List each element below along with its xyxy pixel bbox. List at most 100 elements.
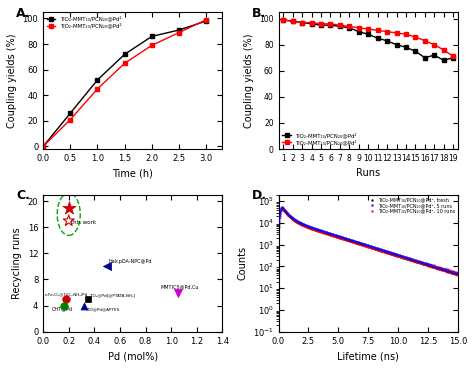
TiO₂-MMT₂₀/PCN₂₀@Pd² xyxy=(346,24,352,29)
TiO₂-MMT₂₀/PCN₂₀@Pd² xyxy=(403,32,409,36)
TiO₂-MMT₂₀/PCN₂₀@Pd² xyxy=(441,48,447,52)
Text: MMTICS@Pd,Cu: MMTICS@Pd,Cu xyxy=(161,284,200,289)
TiO₂-MMT₁₀/PCN₂₀@Pd², fresh xyxy=(455,272,461,277)
Line: TiO₂-MMT₂₀/PCN₂₀@Pd²: TiO₂-MMT₂₀/PCN₂₀@Pd² xyxy=(41,17,209,149)
TiO₂-MMT₁₀/PCN₂₀@Pd² xyxy=(365,32,371,36)
TiO₂-MMT₂₀/PCN₂₀@Pd², 10 runs xyxy=(455,273,461,277)
TiO₂-MMT₂₀/PCN₂₀@Pd² xyxy=(299,20,305,25)
TiO₂-MMT₁₀/PCN₂₀@Pd², 5 runs xyxy=(374,246,379,250)
TiO₂-MMT₁₀/PCN₂₀@Pd², 5 runs xyxy=(431,263,437,268)
Legend: TiO₂-MMT₁₀/PCN₂₀@Pd², TiO₂-MMT₂₀/PCN₂₀@Pd²: TiO₂-MMT₁₀/PCN₂₀@Pd², TiO₂-MMT₂₀/PCN₂₀@P… xyxy=(46,15,122,29)
TiO₂-MMT₂₀/PCN₂₀@Pd², 10 runs xyxy=(374,247,379,252)
TiO₂-MMT₂₀/PCN₂₀@Pd² xyxy=(203,18,209,22)
Text: CHT@Pd: CHT@Pd xyxy=(52,307,73,312)
TiO₂-MMT₁₀/PCN₂₀@Pd² xyxy=(346,25,352,30)
TiO₂-MMT₁₀/PCN₂₀@Pd² xyxy=(394,42,400,47)
Text: HalcpDA-NPC@Pd: HalcpDA-NPC@Pd xyxy=(109,259,152,264)
TiO₂-MMT₂₀/PCN₂₀@Pd², 10 runs xyxy=(279,206,285,210)
TiO₂-MMT₁₀/PCN₂₀@Pd² xyxy=(281,18,286,22)
TiO₂-MMT₂₀/PCN₂₀@Pd² xyxy=(149,43,155,47)
TiO₂-MMT₁₀/PCN₂₀@Pd² xyxy=(67,111,73,116)
TiO₂-MMT₁₀/PCN₂₀@Pd², 5 runs xyxy=(396,253,401,257)
Y-axis label: Coupling yields (%): Coupling yields (%) xyxy=(7,33,17,128)
Y-axis label: Coupling yields (%): Coupling yields (%) xyxy=(244,33,254,128)
Text: K10@Pd@APTES: K10@Pd@APTES xyxy=(85,307,119,311)
Point xyxy=(80,302,88,308)
TiO₂-MMT₁₀/PCN₂₀@Pd², fresh xyxy=(362,243,367,247)
TiO₂-MMT₂₀/PCN₂₀@Pd², 10 runs xyxy=(276,225,282,229)
TiO₂-MMT₂₀/PCN₂₀@Pd² xyxy=(450,54,456,59)
TiO₂-MMT₂₀/PCN₂₀@Pd² xyxy=(356,25,362,30)
TiO₂-MMT₂₀/PCN₂₀@Pd² xyxy=(40,144,46,149)
Text: C.: C. xyxy=(16,189,30,202)
Y-axis label: Recycling runs: Recycling runs xyxy=(12,227,22,299)
TiO₂-MMT₁₀/PCN₂₀@Pd² xyxy=(149,34,155,39)
TiO₂-MMT₁₀/PCN₂₀@Pd², fresh xyxy=(374,247,379,251)
Point xyxy=(103,263,111,269)
TiO₂-MMT₂₀/PCN₂₀@Pd² xyxy=(122,61,128,66)
TiO₂-MMT₁₀/PCN₂₀@Pd², 5 runs xyxy=(391,251,397,256)
Legend: TiO₂-MMT₁₀/PCN₂₀@Pd², fresh, TiO₂-MMT₁₀/PCN₂₀@Pd², 5 runs, TiO₂-MMT₂₀/PCN₂₀@Pd²,: TiO₂-MMT₁₀/PCN₂₀@Pd², fresh, TiO₂-MMT₁₀/… xyxy=(369,197,456,214)
TiO₂-MMT₂₀/PCN₂₀@Pd² xyxy=(412,35,418,39)
Line: TiO₂-MMT₁₀/PCN₂₀@Pd², fresh: TiO₂-MMT₁₀/PCN₂₀@Pd², fresh xyxy=(278,208,458,275)
TiO₂-MMT₁₀/PCN₂₀@Pd² xyxy=(95,78,100,82)
TiO₂-MMT₁₀/PCN₂₀@Pd² xyxy=(356,29,362,34)
X-axis label: Runs: Runs xyxy=(356,169,380,178)
TiO₂-MMT₁₀/PCN₂₀@Pd², 5 runs xyxy=(276,223,282,228)
TiO₂-MMT₁₀/PCN₂₀@Pd² xyxy=(176,28,182,32)
TiO₂-MMT₁₀/PCN₂₀@Pd², fresh xyxy=(396,254,401,258)
TiO₂-MMT₂₀/PCN₂₀@Pd² xyxy=(422,39,428,43)
TiO₂-MMT₁₀/PCN₂₀@Pd² xyxy=(441,58,447,63)
Point xyxy=(60,302,67,308)
TiO₂-MMT₁₀/PCN₂₀@Pd², fresh xyxy=(431,265,437,269)
TiO₂-MMT₂₀/PCN₂₀@Pd² xyxy=(431,42,437,47)
TiO₂-MMT₂₀/PCN₂₀@Pd² xyxy=(318,22,324,26)
TiO₂-MMT₂₀/PCN₂₀@Pd² xyxy=(375,28,381,32)
TiO₂-MMT₁₀/PCN₂₀@Pd² xyxy=(422,56,428,60)
Point xyxy=(65,205,73,211)
TiO₂-MMT₂₀/PCN₂₀@Pd², 10 runs xyxy=(396,254,401,259)
TiO₂-MMT₂₀/PCN₂₀@Pd² xyxy=(384,29,390,34)
TiO₂-MMT₂₀/PCN₂₀@Pd² xyxy=(337,23,343,27)
TiO₂-MMT₁₀/PCN₂₀@Pd² xyxy=(403,45,409,50)
TiO₂-MMT₁₀/PCN₂₀@Pd², 5 runs xyxy=(304,223,310,228)
Y-axis label: Counts: Counts xyxy=(237,246,247,280)
TiO₂-MMT₂₀/PCN₂₀@Pd² xyxy=(328,22,333,26)
TiO₂-MMT₁₀/PCN₂₀@Pd² xyxy=(290,19,295,24)
Line: TiO₂-MMT₂₀/PCN₂₀@Pd²: TiO₂-MMT₂₀/PCN₂₀@Pd² xyxy=(281,18,455,59)
TiO₂-MMT₂₀/PCN₂₀@Pd², 10 runs xyxy=(304,225,310,229)
TiO₂-MMT₁₀/PCN₂₀@Pd², fresh xyxy=(276,224,282,229)
TiO₂-MMT₂₀/PCN₂₀@Pd² xyxy=(290,19,295,24)
X-axis label: Time (h): Time (h) xyxy=(112,169,153,178)
TiO₂-MMT₂₀/PCN₂₀@Pd² xyxy=(67,117,73,122)
TiO₂-MMT₁₀/PCN₂₀@Pd² xyxy=(375,36,381,40)
Text: B.: B. xyxy=(252,7,266,20)
TiO₂-MMT₂₀/PCN₂₀@Pd², 10 runs xyxy=(431,263,437,268)
TiO₂-MMT₁₀/PCN₂₀@Pd² xyxy=(309,22,314,26)
Point xyxy=(174,290,182,296)
Text: D.: D. xyxy=(252,189,267,202)
Line: TiO₂-MMT₁₀/PCN₂₀@Pd²: TiO₂-MMT₁₀/PCN₂₀@Pd² xyxy=(41,19,209,149)
TiO₂-MMT₁₀/PCN₂₀@Pd² xyxy=(450,56,456,60)
Text: n-Fe₃O₄@TiO₂-NH₂/Pd: n-Fe₃O₄@TiO₂-NH₂/Pd xyxy=(45,293,88,297)
TiO₂-MMT₁₀/PCN₂₀@Pd² xyxy=(203,19,209,23)
TiO₂-MMT₁₀/PCN₂₀@Pd² xyxy=(328,23,333,27)
Point xyxy=(63,296,70,302)
TiO₂-MMT₂₀/PCN₂₀@Pd² xyxy=(394,31,400,35)
Point xyxy=(84,296,92,302)
TiO₂-MMT₁₀/PCN₂₀@Pd², 5 runs xyxy=(455,269,461,274)
TiO₂-MMT₂₀/PCN₂₀@Pd² xyxy=(365,27,371,31)
TiO₂-MMT₁₀/PCN₂₀@Pd² xyxy=(431,53,437,57)
X-axis label: Pd (mol%): Pd (mol%) xyxy=(108,351,158,361)
Line: TiO₂-MMT₂₀/PCN₂₀@Pd², 10 runs: TiO₂-MMT₂₀/PCN₂₀@Pd², 10 runs xyxy=(278,208,458,275)
Text: A.: A. xyxy=(16,7,31,20)
TiO₂-MMT₁₀/PCN₂₀@Pd² xyxy=(412,49,418,53)
X-axis label: Lifetime (ns): Lifetime (ns) xyxy=(337,351,399,361)
TiO₂-MMT₁₀/PCN₂₀@Pd², 5 runs xyxy=(455,271,460,276)
TiO₂-MMT₁₀/PCN₂₀@Pd² xyxy=(122,52,128,57)
TiO₂-MMT₁₀/PCN₂₀@Pd² xyxy=(40,144,46,149)
TiO₂-MMT₂₀/PCN₂₀@Pd² xyxy=(309,20,314,25)
Text: TiO₂@Pd[@PTATA-NH₂]: TiO₂@Pd[@PTATA-NH₂] xyxy=(89,293,136,297)
TiO₂-MMT₂₀/PCN₂₀@Pd², 10 runs xyxy=(391,252,397,257)
TiO₂-MMT₁₀/PCN₂₀@Pd² xyxy=(299,20,305,25)
